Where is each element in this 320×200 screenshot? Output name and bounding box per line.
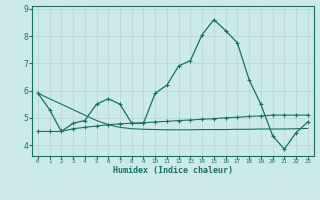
X-axis label: Humidex (Indice chaleur): Humidex (Indice chaleur)	[113, 166, 233, 175]
